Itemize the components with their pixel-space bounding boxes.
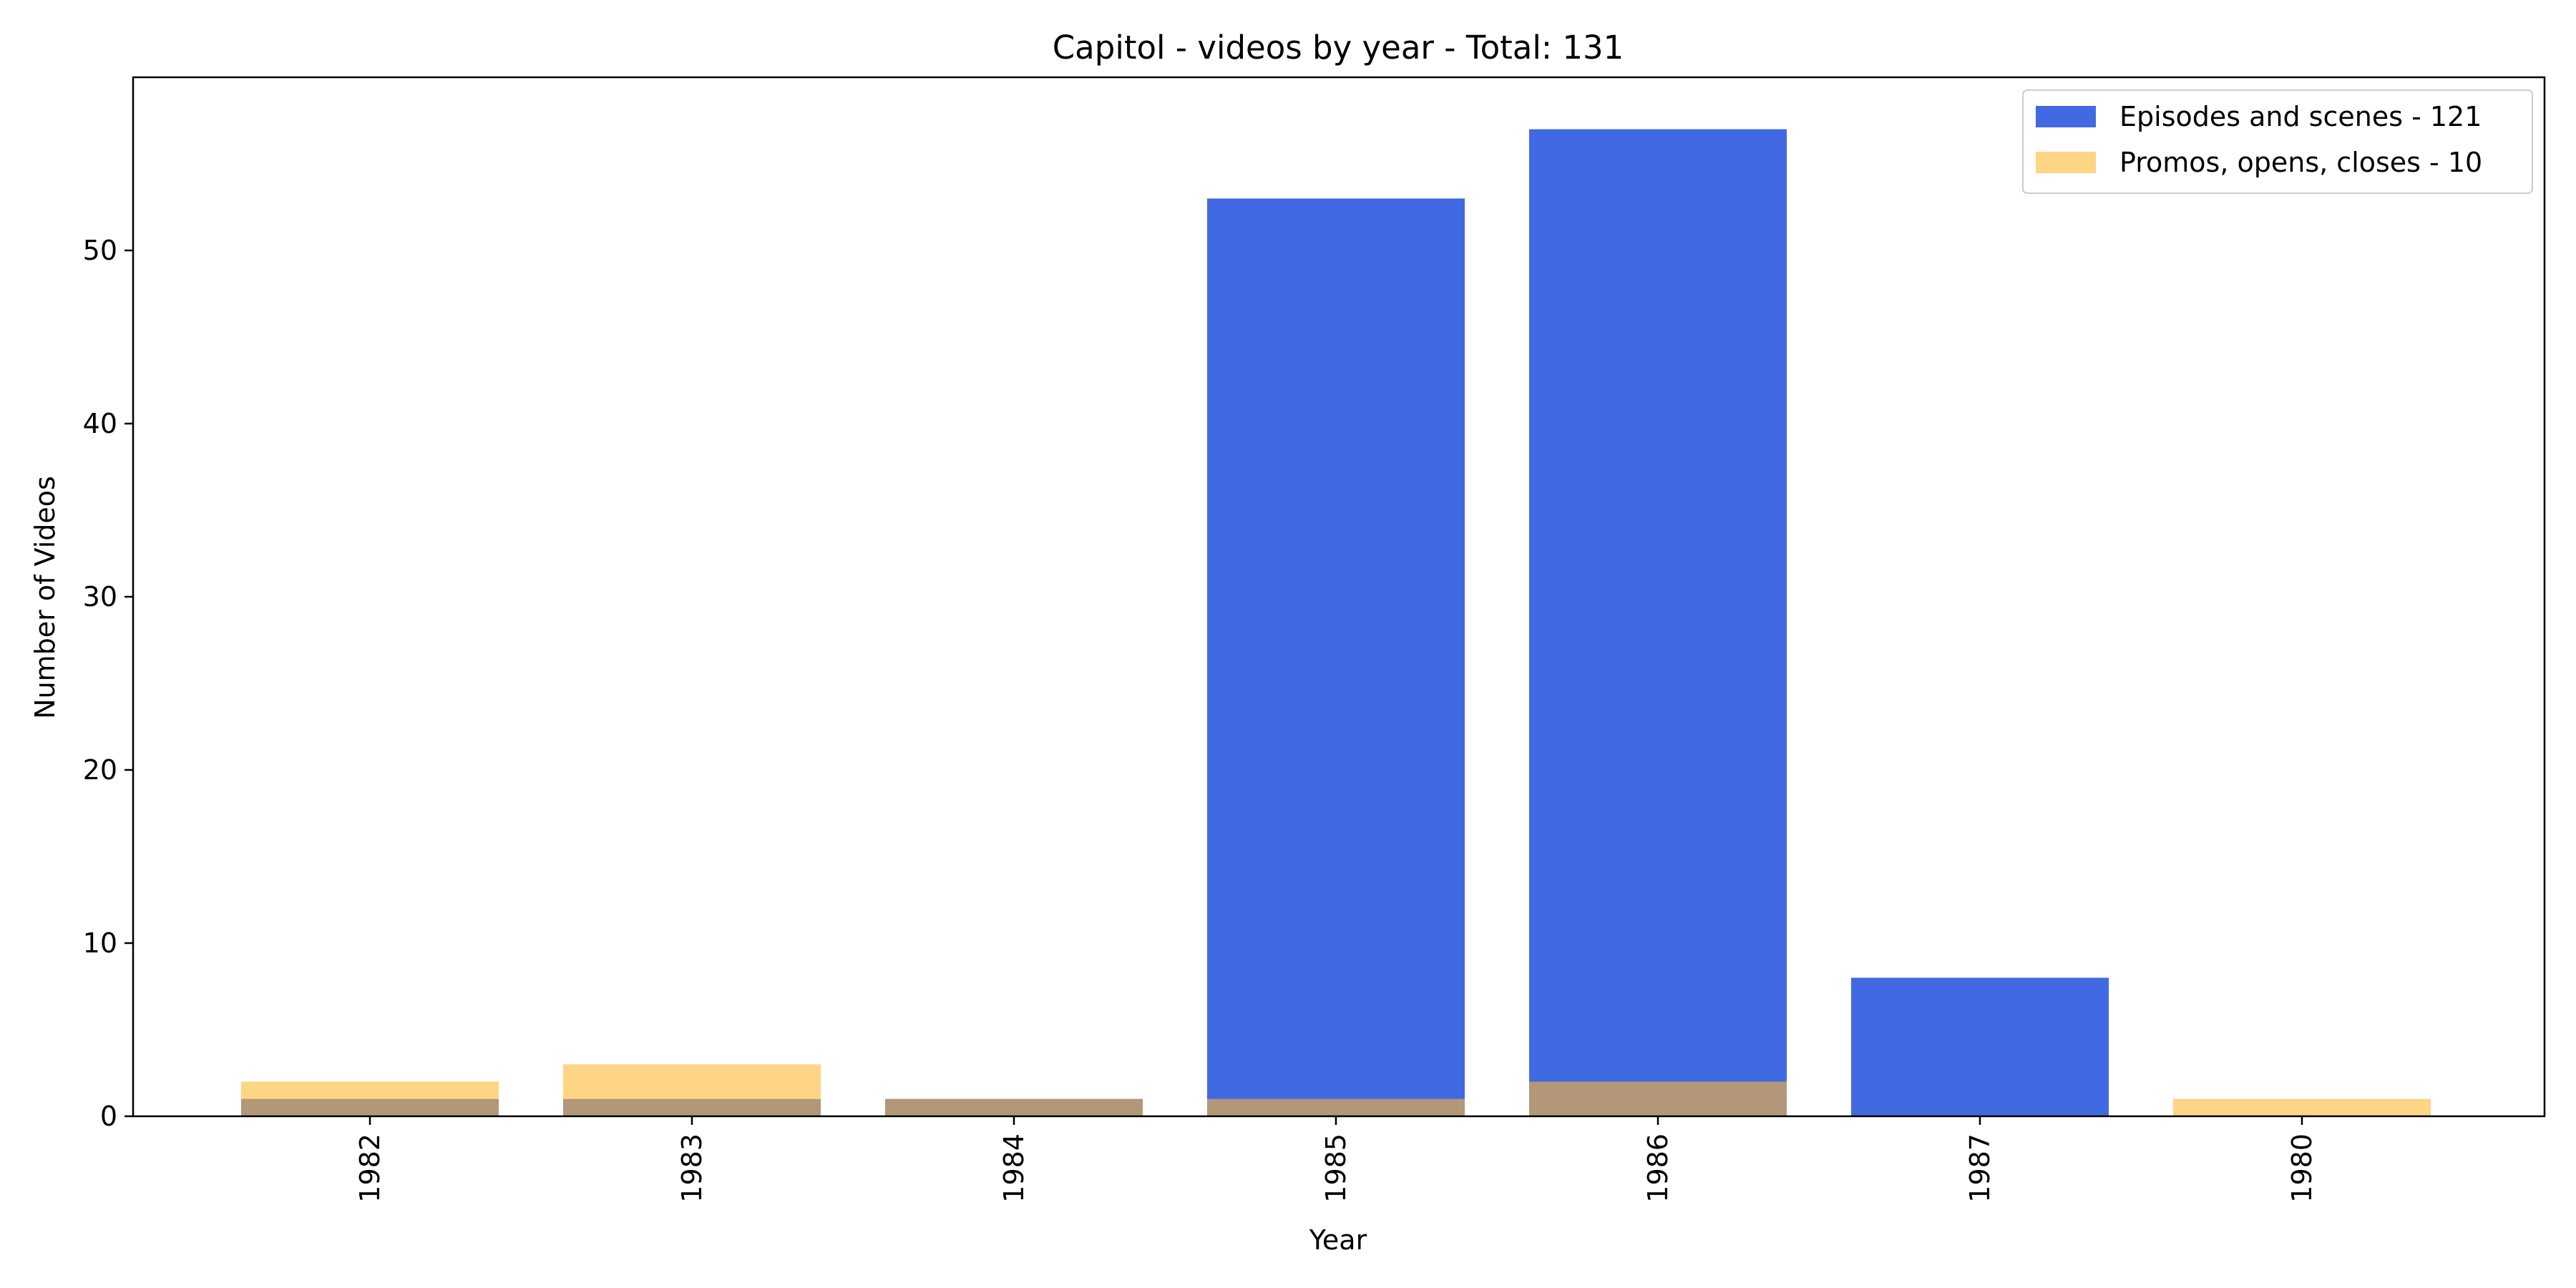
series-2 (241, 1064, 2431, 1116)
y-tick-label: 10 (83, 927, 117, 959)
legend-label: Promos, opens, closes - 10 (2119, 147, 2482, 178)
legend-swatch (2036, 152, 2096, 173)
x-tick-label: 1986 (1642, 1133, 1674, 1203)
bars-layer (241, 129, 2431, 1117)
bar-1985-series-1 (1207, 198, 1465, 1116)
x-tick-label: 1982 (354, 1133, 386, 1203)
bar-1985-series-2 (1207, 1098, 1465, 1116)
y-axis-label: Number of Videos (29, 476, 61, 719)
x-tick-label: 1985 (1320, 1133, 1352, 1203)
y-tick-label: 20 (83, 754, 117, 786)
bar-1980-series-2 (2173, 1098, 2431, 1116)
y-tick-label: 40 (83, 408, 117, 439)
bar-1982-series-2 (241, 1081, 499, 1116)
legend-swatch (2036, 106, 2096, 127)
y-tick-label: 0 (100, 1101, 117, 1132)
x-tick-label: 1980 (2286, 1133, 2318, 1203)
bar-1986-series-1 (1529, 129, 1787, 1117)
axes-layer: 0 10 20 30 40 50 1982 1983 1984 1985 1986 1987 1980 (83, 76, 2546, 1203)
x-tick-label: 1984 (998, 1133, 1030, 1203)
x-tick-label: 1983 (676, 1133, 708, 1203)
y-tick-label: 50 (83, 235, 117, 266)
x-axis-label: Year (1309, 1224, 1367, 1256)
series-1 (241, 129, 2109, 1117)
bar-1987-series-1 (1851, 977, 2109, 1116)
legend-label: Episodes and scenes - 121 (2119, 101, 2482, 132)
x-tick-label: 1987 (1964, 1133, 1996, 1203)
y-tick-label: 30 (83, 581, 117, 613)
legend-box (2022, 89, 2533, 194)
legend: Episodes and scenes - 121 Promos, opens, … (2022, 89, 2533, 194)
bar-1986-series-2 (1529, 1081, 1787, 1116)
bar-1984-series-2 (885, 1098, 1143, 1116)
chart-title: Capitol - videos by year - Total: 131 (1053, 29, 1624, 67)
bar-1983-series-2 (563, 1064, 821, 1116)
